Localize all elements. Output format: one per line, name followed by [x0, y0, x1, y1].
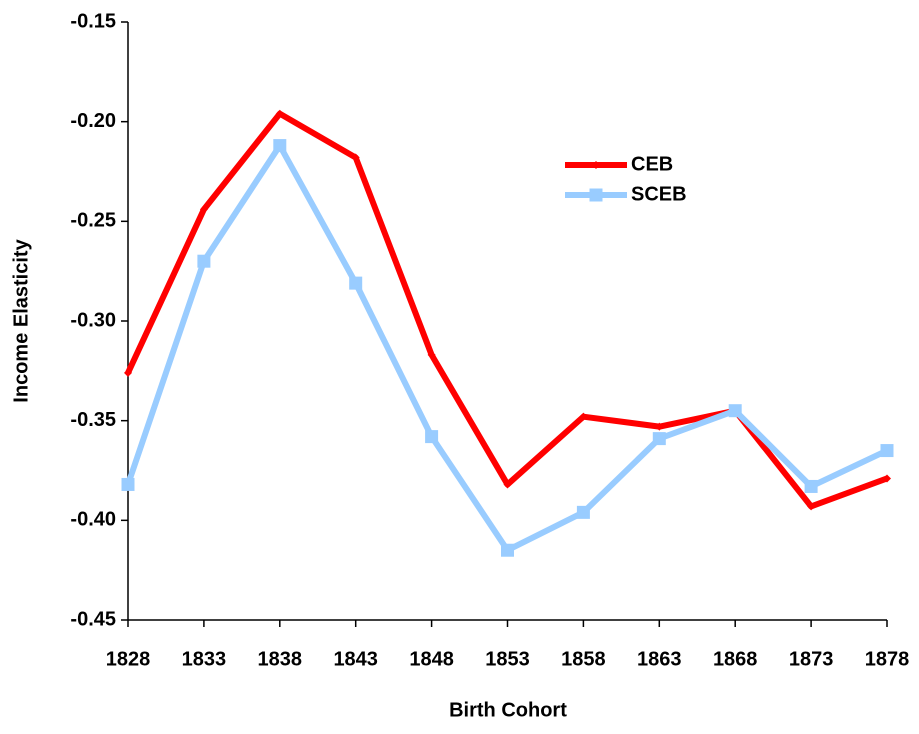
- data-point: [579, 412, 588, 421]
- y-tick-label: -0.40: [70, 509, 116, 531]
- data-point: [349, 276, 363, 290]
- legend-marker: [592, 161, 600, 169]
- data-point: [273, 139, 287, 153]
- data-point: [501, 543, 514, 557]
- x-tick-label: 1853: [485, 648, 530, 670]
- legend-marker: [589, 188, 603, 202]
- x-tick-label: 1843: [333, 648, 378, 670]
- x-tick-label: 1833: [182, 648, 227, 670]
- legend-label: CEB: [631, 153, 673, 175]
- y-tick-label: -0.15: [70, 10, 116, 32]
- x-tick-label: 1878: [865, 648, 910, 670]
- y-tick-label: -0.45: [70, 608, 116, 630]
- data-point: [121, 477, 135, 491]
- legend-label: SCEB: [631, 183, 687, 205]
- series-line: [125, 142, 889, 554]
- data-point: [275, 109, 284, 118]
- data-point: [880, 444, 894, 458]
- y-tick-label: -0.20: [70, 110, 116, 132]
- data-point: [427, 350, 436, 359]
- data-point: [124, 368, 132, 377]
- y-tick-label: -0.25: [70, 210, 116, 232]
- data-point: [425, 430, 439, 444]
- data-point: [655, 422, 664, 431]
- data-point: [652, 432, 666, 446]
- x-tick-label: 1828: [106, 648, 151, 670]
- y-tick-label: -0.30: [70, 309, 116, 331]
- data-point: [199, 205, 208, 214]
- x-tick-label: 1873: [789, 648, 834, 670]
- x-tick-label: 1848: [409, 648, 454, 670]
- data-point: [576, 505, 590, 519]
- x-tick-label: 1868: [713, 648, 758, 670]
- data-point: [804, 479, 818, 493]
- x-tick-label: 1838: [258, 648, 303, 670]
- y-axis-label: Income Elasticity: [10, 238, 32, 402]
- x-axis-label: Birth Cohort: [449, 699, 567, 721]
- x-tick-label: 1858: [561, 648, 606, 670]
- data-point: [503, 480, 512, 489]
- data-point: [197, 254, 211, 268]
- x-tick-label: 1863: [637, 648, 682, 670]
- data-point: [883, 474, 891, 483]
- data-point: [351, 153, 360, 162]
- y-tick-label: -0.35: [70, 409, 116, 431]
- data-point: [807, 502, 816, 511]
- data-point: [728, 404, 742, 418]
